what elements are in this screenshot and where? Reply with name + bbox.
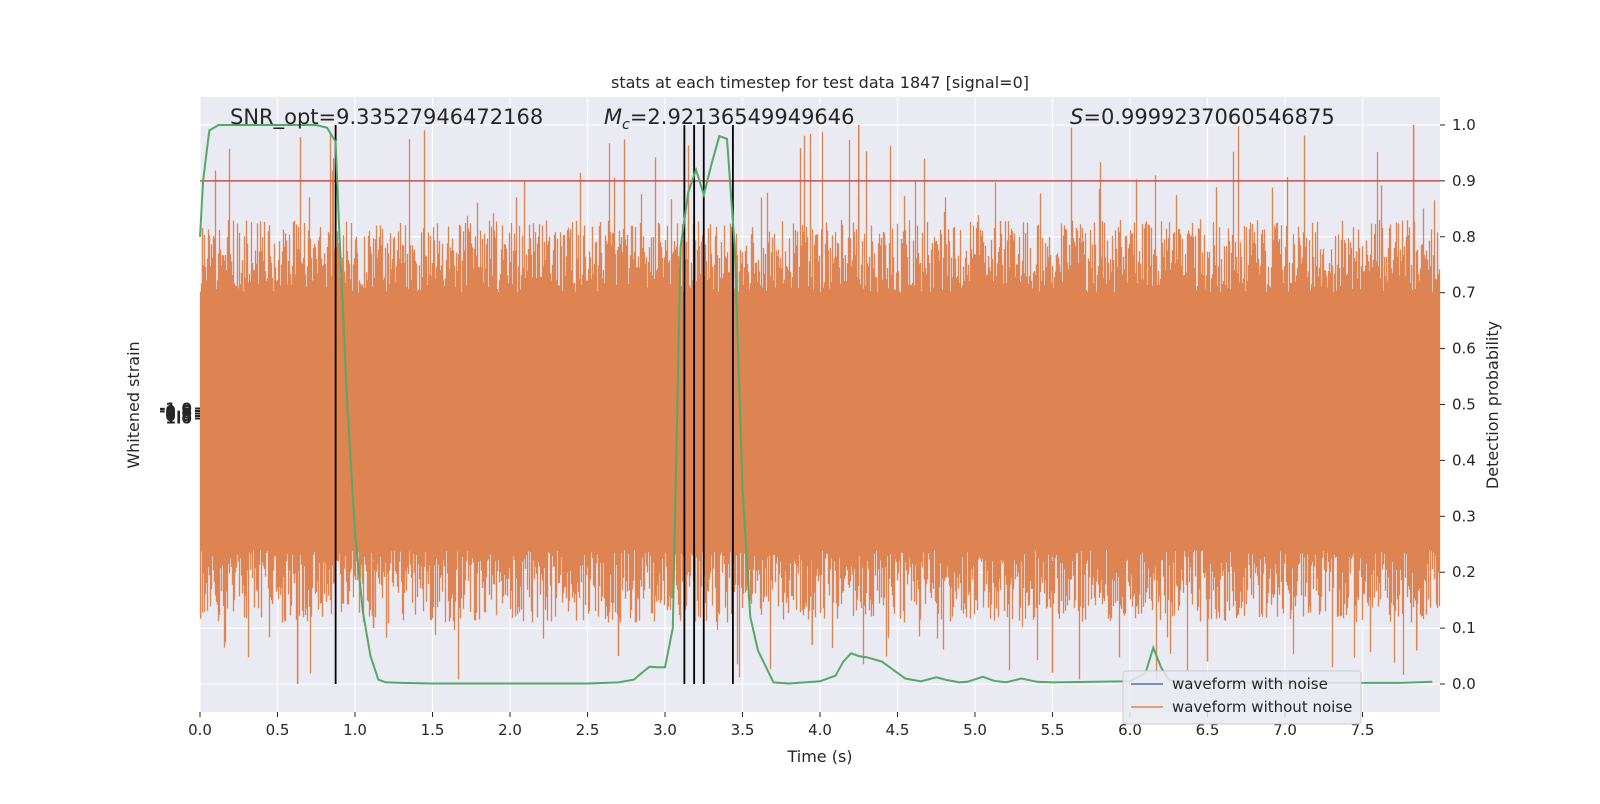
x-tick-label: 2.0 bbox=[498, 721, 522, 739]
noise-waveform-line bbox=[199, 126, 1441, 680]
y-tick-label-right: 0.5 bbox=[1452, 396, 1476, 414]
s-value: =0.9999237060546875 bbox=[1083, 105, 1334, 129]
x-axis-label: Time (s) bbox=[786, 747, 852, 766]
y-tick-label-right: 0.8 bbox=[1452, 228, 1476, 246]
mc-subscript: c bbox=[622, 117, 630, 133]
x-tick-label: 2.5 bbox=[576, 721, 600, 739]
left-y-axis-label: Whitened strain bbox=[124, 341, 143, 468]
snr-annotation: SNR_opt=9.33527946472168 bbox=[230, 105, 543, 130]
mc-value: =2.92136549949646 bbox=[630, 105, 855, 129]
x-axis-ticks: 0.0 0.5 1.0 1.5 2.0 2.5 3.0 3.5 4.0 4.5 5.0 5.5 6.0 6… bbox=[188, 712, 1374, 739]
y-tick-label-left: 1.0 bbox=[165, 410, 192, 428]
y-tick-label-right: 0.1 bbox=[1452, 619, 1476, 637]
y-tick-label-right: 0.6 bbox=[1452, 340, 1476, 358]
mc-symbol: M bbox=[604, 105, 622, 129]
x-tick-label: 6.0 bbox=[1118, 721, 1142, 739]
y-tick-label-right: 0.7 bbox=[1452, 284, 1476, 302]
x-tick-label: 1.5 bbox=[421, 721, 445, 739]
y-tick-label-left: 0.5 bbox=[165, 407, 192, 425]
y-tick-label-right: 0.4 bbox=[1452, 451, 1476, 469]
x-tick-label: 4.5 bbox=[886, 721, 910, 739]
y-tick-label-left: -0.5 bbox=[159, 402, 192, 420]
x-tick-label: 1.0 bbox=[343, 721, 367, 739]
x-tick-label: 5.0 bbox=[963, 721, 987, 739]
noise-waveform-layer bbox=[199, 124, 1441, 685]
x-tick-label: 0.5 bbox=[266, 721, 290, 739]
mc-annotation: Mc=2.92136549949646 bbox=[604, 105, 855, 133]
x-tick-label: 0.0 bbox=[188, 721, 212, 739]
left-y-axis-ticks: -1.0-0.50.00.51.0 bbox=[159, 400, 200, 428]
y-tick-label-right: 1.0 bbox=[1452, 116, 1476, 134]
y-tick-label-left: 0.0 bbox=[165, 405, 192, 423]
x-tick-label: 6.5 bbox=[1196, 721, 1220, 739]
x-tick-label: 5.5 bbox=[1041, 721, 1065, 739]
detection-probability-line bbox=[199, 124, 1433, 685]
chart-title: stats at each timestep for test data 184… bbox=[611, 73, 1029, 92]
probability-layer bbox=[199, 124, 1433, 685]
y-tick-label-right: 0.0 bbox=[1452, 675, 1476, 693]
legend: waveform with noise waveform without noi… bbox=[1122, 670, 1362, 725]
right-y-axis-ticks: 0.0 0.1 0.2 0.3 0.4 0.5 0.6 0.7 0.8 0.9 1.0 bbox=[1440, 116, 1476, 693]
y-tick-label-right: 0.2 bbox=[1452, 563, 1476, 581]
x-tick-label: 3.0 bbox=[653, 721, 677, 739]
legend-label-with-noise: waveform with noise bbox=[1172, 675, 1328, 693]
s-annotation: S=0.9999237060546875 bbox=[1070, 105, 1335, 129]
legend-label-without-noise: waveform without noise bbox=[1172, 698, 1352, 716]
x-tick-label: 3.5 bbox=[731, 721, 755, 739]
y-tick-label-right: 0.3 bbox=[1452, 507, 1476, 525]
y-tick-label-right: 0.9 bbox=[1452, 172, 1476, 190]
x-tick-label: 7.5 bbox=[1351, 721, 1375, 739]
s-symbol: S bbox=[1070, 105, 1083, 129]
x-tick-label: 7.0 bbox=[1273, 721, 1297, 739]
legend-box bbox=[1122, 670, 1362, 725]
x-tick-label: 4.0 bbox=[808, 721, 832, 739]
vertical-lines-layer bbox=[334, 124, 734, 685]
right-y-axis-label: Detection probability bbox=[1483, 321, 1502, 489]
y-tick-label-left: -1.0 bbox=[159, 400, 192, 418]
